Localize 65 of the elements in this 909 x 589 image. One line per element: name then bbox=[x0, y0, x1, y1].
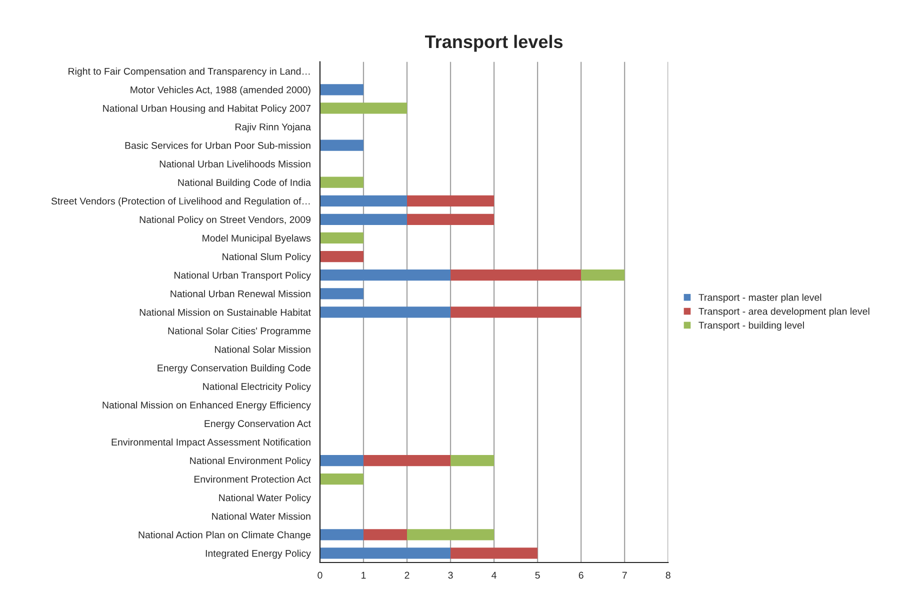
y-tick-label: Basic Services for Urban Poor Sub-mission bbox=[125, 142, 310, 149]
y-tick-label: National Electricity Policy bbox=[203, 382, 311, 392]
bar bbox=[450, 454, 494, 466]
y-tick-label: National Water Mission bbox=[212, 512, 310, 520]
x-tick-label: 3 bbox=[448, 572, 453, 579]
y-tick-label: Environmental Impact Assessment Notification bbox=[112, 438, 310, 448]
x-tick-label: 8 bbox=[666, 572, 670, 579]
y-tick-label: National Solar Mission bbox=[215, 346, 310, 353]
bar bbox=[450, 270, 582, 281]
bar bbox=[320, 306, 451, 318]
y-tick-label: Right to Fair Compensation and Transparency in Land… bbox=[68, 68, 310, 77]
bar bbox=[320, 176, 364, 188]
y-tick-label: National Policy on Street Vendors, 2009 bbox=[140, 216, 310, 225]
y-tick-label: National Solar Cities' Programme bbox=[168, 327, 311, 336]
bar bbox=[320, 288, 364, 300]
x-tick-label: 0 bbox=[318, 572, 322, 579]
bar bbox=[363, 529, 408, 540]
y-tick-label: Environment Protection Act bbox=[194, 476, 311, 483]
bar bbox=[407, 529, 494, 540]
x-tick-label: 6 bbox=[578, 572, 584, 579]
bar bbox=[320, 232, 364, 244]
y-tick-label: National Urban Renewal Mission bbox=[170, 290, 310, 298]
y-tick-label: National Action Plan on Climate Change bbox=[138, 531, 311, 540]
bar bbox=[450, 548, 538, 559]
y-tick-label: Rajiv Rinn Yojana bbox=[236, 123, 311, 132]
y-tick-label: National Urban Housing and Habitat Policy 2007 bbox=[103, 104, 310, 114]
x-tick-label: 2 bbox=[404, 572, 410, 579]
legend-label: Transport - master plan level bbox=[698, 294, 822, 303]
y-tick-label: Street Vendors (Protection of Livelihood and Regulation of… bbox=[51, 197, 310, 206]
bar bbox=[407, 195, 494, 206]
y-tick-label: Energy Conservation Building Code bbox=[158, 364, 311, 374]
chart-title: Transport levels bbox=[425, 34, 563, 52]
x-tick-label: 4 bbox=[492, 572, 496, 579]
y-tick-label: National Urban Transport Policy bbox=[174, 272, 311, 281]
bar bbox=[320, 140, 364, 151]
bar bbox=[407, 214, 494, 226]
y-tick-label: National Urban Livelihoods Mission bbox=[160, 160, 310, 168]
y-tick-label: National Water Policy bbox=[219, 494, 311, 504]
bar bbox=[320, 270, 451, 281]
bar bbox=[320, 529, 364, 540]
bar bbox=[320, 214, 408, 226]
bar bbox=[581, 270, 625, 281]
bar bbox=[363, 454, 451, 466]
y-tick-label: National Building Code of India bbox=[178, 178, 311, 188]
y-tick-label: National Mission on Sustainable Habitat bbox=[140, 308, 311, 316]
y-tick-label: National Slum Policy bbox=[222, 253, 311, 262]
bar bbox=[450, 306, 582, 318]
legend-label: Transport - building level bbox=[698, 322, 804, 331]
y-tick-label: National Environment Policy bbox=[190, 456, 311, 466]
bar bbox=[320, 195, 408, 206]
bar bbox=[320, 548, 451, 559]
x-tick-label: 5 bbox=[535, 572, 540, 579]
x-tick-label: 7 bbox=[622, 572, 627, 579]
y-tick-label: Model Municipal Byelaws bbox=[202, 234, 311, 244]
legend-label: Transport - area development plan level bbox=[698, 308, 870, 317]
bar bbox=[320, 250, 364, 262]
bar bbox=[320, 473, 364, 485]
y-tick-label: Motor Vehicles Act, 1988 (amended 2000) bbox=[130, 86, 310, 96]
y-tick-label: Integrated Energy Policy bbox=[206, 550, 311, 559]
bar bbox=[320, 84, 364, 96]
y-tick-label: Energy Conservation Act bbox=[204, 420, 311, 429]
y-tick-label: National Mission on Enhanced Energy Efficiency bbox=[102, 401, 311, 410]
bar bbox=[320, 454, 364, 466]
x-tick-label: 1 bbox=[362, 572, 366, 579]
bar bbox=[320, 102, 408, 114]
